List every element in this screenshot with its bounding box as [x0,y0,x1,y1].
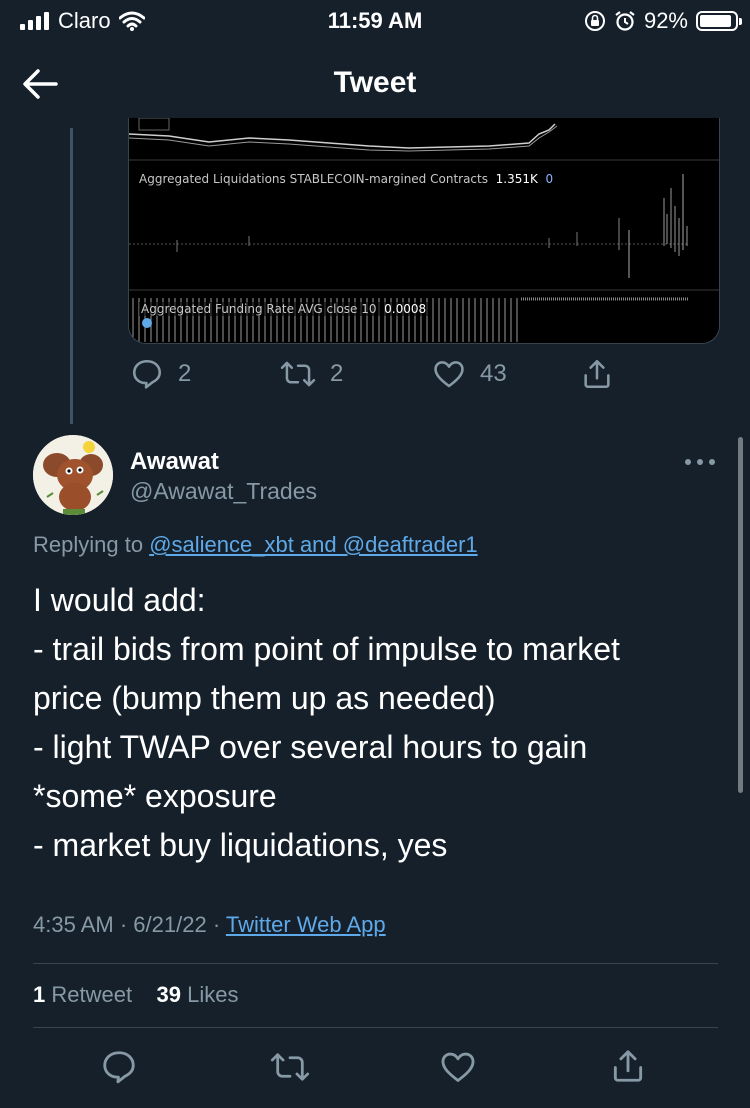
tweet-text-line: price (bump them up as needed) [33,680,496,716]
orientation-lock-icon [584,11,605,31]
retweet-icon[interactable] [270,1048,310,1086]
author-name[interactable]: Awawat [130,448,219,475]
reply-icon [132,359,162,389]
liquidations-value-2: 0 [545,172,554,186]
scrollbar[interactable] [738,437,743,793]
heart-icon [434,361,464,388]
share-button[interactable] [580,357,614,391]
status-right: 92% [584,8,742,34]
back-arrow-icon[interactable] [20,66,60,102]
nav-bar: Tweet [0,52,750,118]
share-icon [584,359,610,389]
reply-icon[interactable] [100,1048,138,1086]
liquidations-label-text: Aggregated Liquidations STABLECOIN-margi… [139,172,488,186]
status-time: 11:59 AM [327,8,423,33]
divider [33,963,718,964]
wifi-icon [118,11,145,31]
tweet-text-line: - trail bids from point of impulse to ma… [33,631,620,667]
retweets-label: Retweet [51,982,133,1007]
tweet-date: 6/21/22 [133,912,207,937]
tweet-text-line: - market buy liquidations, yes [33,827,448,863]
liquidations-label: Aggregated Liquidations STABLECOIN-margi… [139,172,553,186]
tweet-text-line: - light TWAP over several hours to gain [33,729,588,765]
reply-button[interactable]: 2 [130,357,191,391]
tweet-text: I would add: - trail bids from point of … [33,576,723,870]
replying-prefix: Replying to [33,532,144,557]
funding-label: Aggregated Funding Rate AVG close 10 0.0… [139,302,429,316]
tweet-text-line: I would add: [33,582,206,618]
tweet-source-link[interactable]: Twitter Web App [225,912,386,937]
tweet-meta: 4:35 AM · 6/21/22 · Twitter Web App [33,912,386,938]
author-handle[interactable]: @Awawat_Trades [130,478,317,504]
reply-count: 2 [178,360,192,387]
share-icon[interactable] [609,1046,647,1086]
retweets-stat[interactable]: 1 Retweet [33,982,132,1007]
status-bar: Claro 11:59 AM 92% [0,0,750,42]
avatar[interactable] [33,435,113,515]
heart-icon[interactable] [439,1048,477,1086]
thread-connector [70,128,73,424]
like-button[interactable]: 43 [432,357,507,391]
replying-to: Replying to @salience_xbt and @deaftrade… [33,532,478,558]
tweet-text-line: *some* exposure [33,778,277,814]
tweet-media-chart[interactable]: Aggregated Liquidations STABLECOIN-margi… [128,118,720,344]
carrier-info: Claro [20,8,145,34]
avatar-drawing [33,435,113,515]
page-title: Tweet [333,66,417,99]
chart-graphic [129,118,719,342]
liquidations-value: 1.351K [495,172,538,186]
divider [33,1027,718,1028]
retweet-icon [280,361,316,387]
battery-percent: 92% [643,8,688,33]
alarm-icon [615,11,635,31]
signal-icon [20,12,49,30]
retweet-count: 2 [330,360,344,387]
tweet-time: 4:35 AM [33,912,114,937]
like-count: 43 [480,360,507,387]
parent-action-bar: 2 2 43 [130,354,620,394]
tweet-stats: 1 Retweet 39 Likes [33,982,239,1008]
likes-stat[interactable]: 39 Likes [157,982,239,1007]
battery-icon [696,11,742,31]
replying-to-link[interactable]: @salience_xbt and @deaftrader1 [149,532,478,557]
meta-separator: · [212,912,221,937]
more-options-icon[interactable] [682,452,718,472]
meta-separator: · [119,912,128,937]
funding-value: 0.0008 [384,302,427,316]
funding-label-text: Aggregated Funding Rate AVG close 10 [141,302,377,316]
retweets-count: 1 [33,982,46,1007]
carrier-name: Claro [58,8,111,33]
battery-fill [700,15,732,27]
likes-label: Likes [187,982,239,1007]
likes-count: 39 [156,982,182,1007]
retweet-button[interactable]: 2 [280,357,343,391]
